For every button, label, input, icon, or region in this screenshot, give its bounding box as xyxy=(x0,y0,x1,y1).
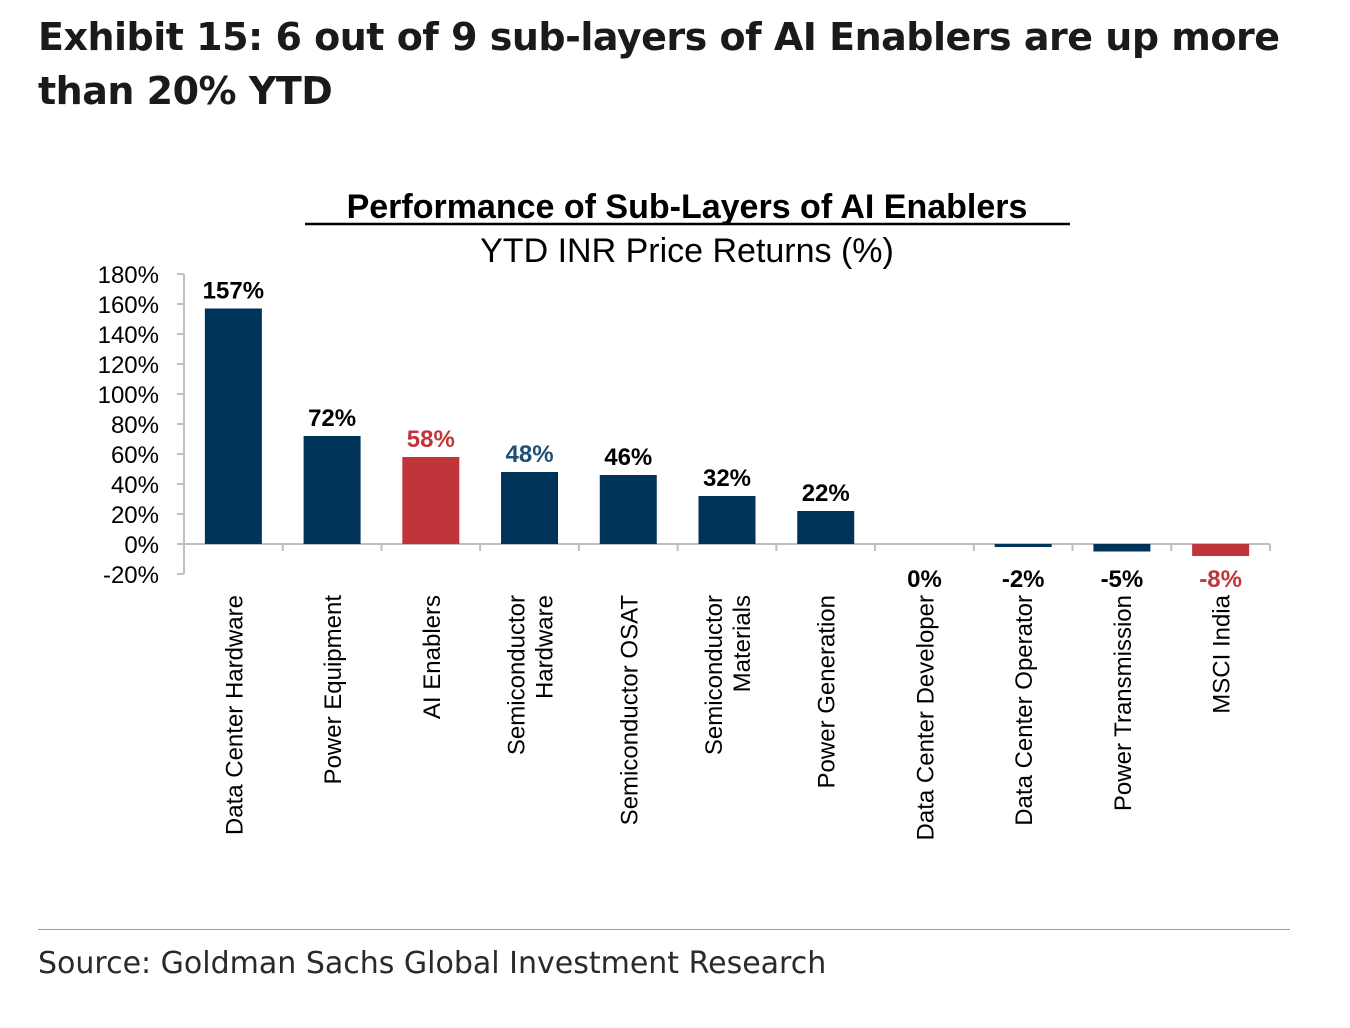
category-label-text: AI Enablers xyxy=(419,595,446,719)
category-label-text: Data Center Operator xyxy=(1011,595,1038,826)
bar xyxy=(698,496,756,544)
data-label: -5% xyxy=(1101,566,1144,593)
y-tick-label: 20% xyxy=(111,502,159,529)
data-labels: 157% 72% 58% 48% 46% 32% 22% 0% -2% -5% -8% xyxy=(203,278,1242,594)
y-tick-label: 140% xyxy=(98,322,159,349)
data-label: 48% xyxy=(506,441,554,468)
category-label-text: Semiconductor xyxy=(701,595,728,755)
data-label: 0% xyxy=(907,566,942,593)
data-label: 157% xyxy=(203,278,264,305)
divider xyxy=(38,929,1290,930)
category-label-text: Materials xyxy=(729,595,756,692)
y-tick-label: 0% xyxy=(124,532,159,559)
bar xyxy=(204,308,262,544)
category-label-text: Data Center Developer xyxy=(912,595,939,840)
category-label-text: Power Transmission xyxy=(1110,595,1137,811)
data-label: 46% xyxy=(604,444,652,471)
bar xyxy=(1093,544,1151,552)
category-label: Semiconductor OSAT xyxy=(616,595,643,826)
y-tick-label: -20% xyxy=(103,562,159,589)
y-tick-label: 120% xyxy=(98,352,159,379)
category-label-text: Power Generation xyxy=(814,595,841,788)
exhibit-title: Exhibit 15: 6 out of 9 sub-layers of AI … xyxy=(38,15,1280,113)
data-label: 22% xyxy=(802,480,850,507)
category-label: Data Center Operator xyxy=(1011,595,1038,826)
chart-title: Performance of Sub-Layers of AI Enablers xyxy=(347,188,1028,226)
y-tick-label: 100% xyxy=(98,382,159,409)
category-label: AI Enablers xyxy=(419,595,446,719)
y-tick-label: 80% xyxy=(111,412,159,439)
bar xyxy=(402,457,460,544)
data-label: -8% xyxy=(1199,566,1242,593)
data-label: 32% xyxy=(703,465,751,492)
data-label: 58% xyxy=(407,426,455,453)
category-label-text: MSCI India xyxy=(1209,594,1236,713)
category-label-text: Semiconductor xyxy=(504,595,531,755)
bar xyxy=(1192,544,1250,556)
category-label-text: Power Equipment xyxy=(320,595,347,785)
category-label: Semiconductor Materials xyxy=(701,595,756,755)
category-label: Power Transmission xyxy=(1110,595,1137,811)
category-label-text: Hardware xyxy=(532,595,559,699)
bar xyxy=(994,544,1052,547)
y-tick-label: 160% xyxy=(98,292,159,319)
category-label: Power Generation xyxy=(814,595,841,788)
y-tick-label: 60% xyxy=(111,442,159,469)
bar xyxy=(501,472,559,544)
bar-series xyxy=(204,308,1250,556)
data-label: -2% xyxy=(1002,566,1045,593)
chart-subtitle: YTD INR Price Returns (%) xyxy=(480,232,894,270)
category-labels: Data Center Hardware Power Equipment AI En… xyxy=(221,594,1235,840)
bar xyxy=(797,511,855,544)
category-label-text: Semiconductor OSAT xyxy=(616,595,643,826)
category-label-text: Data Center Hardware xyxy=(221,595,248,835)
category-label: Data Center Hardware xyxy=(221,595,248,835)
chart-axes: 180% 160% 140% 120% 100% 80% 60% 40% 20% 0% -20% xyxy=(98,262,1271,589)
y-tick-label: 180% xyxy=(98,262,159,289)
bar xyxy=(303,436,361,544)
bar xyxy=(599,475,657,544)
bar-chart: Performance of Sub-Layers of AI Enablers… xyxy=(98,188,1271,840)
category-label: Data Center Developer xyxy=(912,595,939,840)
category-label: Semiconductor Hardware xyxy=(504,595,559,755)
data-label: 72% xyxy=(308,405,356,432)
category-label: Power Equipment xyxy=(320,595,347,785)
y-tick-label: 40% xyxy=(111,472,159,499)
category-label: MSCI India xyxy=(1209,594,1236,713)
source-note: Source: Goldman Sachs Global Investment … xyxy=(38,946,827,981)
